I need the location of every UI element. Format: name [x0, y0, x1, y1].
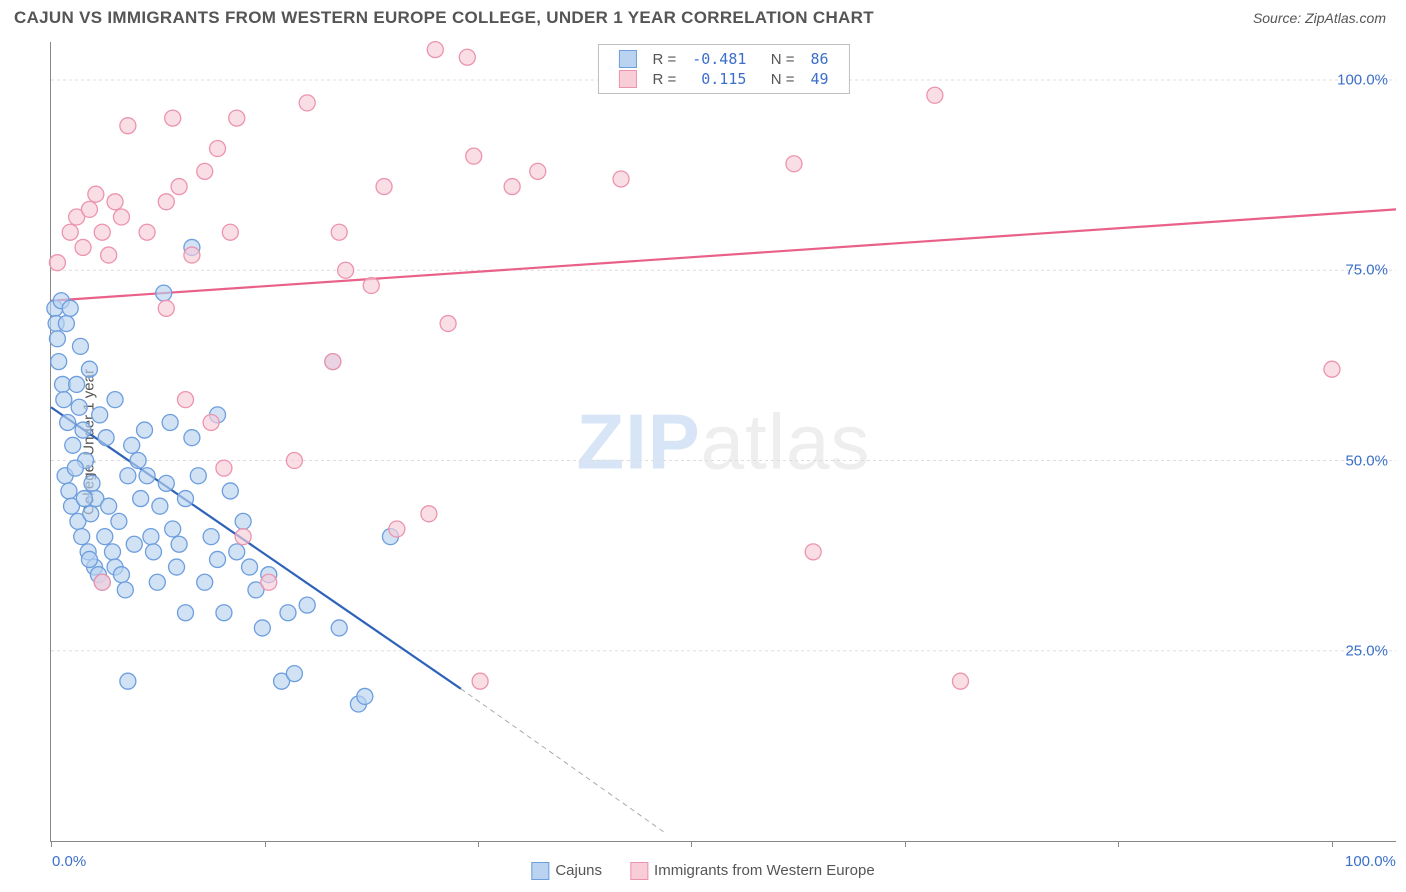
legend-item: Cajuns: [531, 862, 602, 880]
legend-n-value: 49: [803, 69, 837, 89]
x-tick-max: 100.0%: [1345, 853, 1396, 870]
legend-r-label: R =: [644, 49, 684, 69]
legend-swatch: [618, 50, 636, 68]
legend-n-label: N =: [754, 49, 802, 69]
legend-row: R =-0.481 N =86: [610, 49, 836, 69]
legend-label: Immigrants from Western Europe: [654, 862, 875, 879]
x-tick-mark: [478, 841, 479, 847]
legend-r-label: R =: [644, 69, 684, 89]
x-tick-mark: [1118, 841, 1119, 847]
series-legend: Cajuns Immigrants from Western Europe: [531, 862, 874, 880]
chart-title: CAJUN VS IMMIGRANTS FROM WESTERN EUROPE …: [14, 8, 874, 28]
legend-item: Immigrants from Western Europe: [630, 862, 875, 880]
legend-swatch: [630, 862, 648, 880]
x-tick-mark: [691, 841, 692, 847]
source-label: Source: ZipAtlas.com: [1253, 10, 1386, 26]
legend-n-value: 86: [803, 49, 837, 69]
legend-label: Cajuns: [555, 862, 602, 879]
x-tick-mark: [265, 841, 266, 847]
y-tick-label: 25.0%: [1345, 642, 1388, 659]
y-tick-label: 100.0%: [1337, 72, 1388, 89]
y-tick-label: 75.0%: [1345, 262, 1388, 279]
legend-swatch: [618, 70, 636, 88]
y-tick-label: 50.0%: [1345, 452, 1388, 469]
correlation-legend: R =-0.481 N =86R =0.115 N =49: [597, 44, 849, 94]
scatter-points: [51, 42, 1396, 841]
legend-swatch: [531, 862, 549, 880]
x-tick-mark: [905, 841, 906, 847]
x-tick-mark: [1332, 841, 1333, 847]
legend-n-label: N =: [754, 69, 802, 89]
x-tick-mark: [51, 841, 52, 847]
plot-area: College, Under 1 year ZIPatlas 25.0%50.0…: [50, 42, 1396, 842]
legend-r-value: -0.481: [684, 49, 754, 69]
x-tick-min: 0.0%: [52, 853, 86, 870]
legend-row: R =0.115 N =49: [610, 69, 836, 89]
legend-r-value: 0.115: [684, 69, 754, 89]
